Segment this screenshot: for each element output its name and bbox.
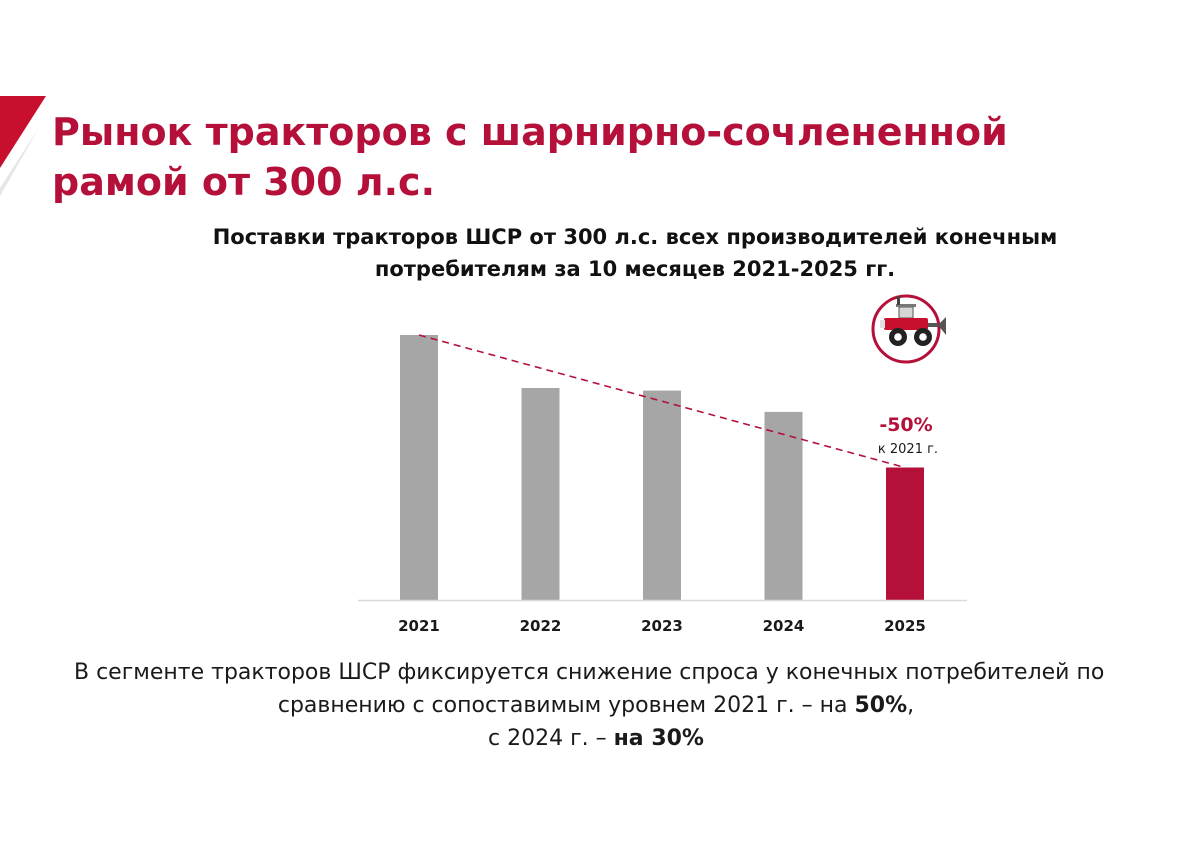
- chart-title-line-1: Поставки тракторов ШСР от 300 л.с. всех …: [212, 225, 1058, 249]
- bar-2025: [886, 467, 924, 600]
- page-title-line-2: рамой от 300 л.с.: [52, 160, 436, 204]
- summary-line-2: сравнению с сопоставимым уровнем 2021 г.…: [0, 689, 1192, 722]
- summary-line-2-text: сравнению с сопоставимым уровнем 2021 г.…: [277, 693, 855, 718]
- change-note-label: к 2021 г.: [878, 442, 938, 457]
- chart-title: Поставки тракторов ШСР от 300 л.с. всех …: [100, 221, 1170, 285]
- tractor-icon: [871, 294, 946, 364]
- bar-2023: [643, 390, 681, 600]
- change-percent-label: -50%: [879, 414, 932, 436]
- summary-decline-2021-value: 50%: [854, 693, 908, 718]
- page-title-line-1: Рынок тракторов с шарнирно-сочлененной: [52, 110, 1008, 154]
- corner-accent-shape: [0, 96, 46, 196]
- x-tick-2025: 2025: [884, 617, 926, 635]
- summary-decline-2024-value: на 30%: [613, 726, 704, 751]
- chart-bars: [400, 335, 924, 600]
- summary-line-2-punct: ,: [907, 693, 915, 718]
- x-tick-2023: 2023: [641, 617, 683, 635]
- summary-line-3: с 2024 г. – на 30%: [0, 722, 1192, 755]
- summary-line-1: В сегменте тракторов ШСР фиксируется сни…: [74, 660, 1105, 685]
- x-tick-2022: 2022: [520, 617, 562, 635]
- x-axis-ticks: 2021 2022 2023 2024 2025: [398, 617, 926, 635]
- bar-2022: [521, 388, 560, 600]
- bar-2021: [400, 335, 438, 600]
- x-tick-2024: 2024: [763, 617, 805, 635]
- summary-line-3-text: с 2024 г. –: [488, 726, 614, 751]
- page-title: Рынок тракторов с шарнирно-сочлененной р…: [52, 107, 1152, 207]
- x-tick-2021: 2021: [398, 617, 440, 635]
- chart-title-line-2: потребителям за 10 месяцев 2021-2025 гг.: [374, 257, 896, 281]
- summary-text: В сегменте тракторов ШСР фиксируется сни…: [0, 656, 1192, 755]
- bar-2024: [764, 411, 803, 600]
